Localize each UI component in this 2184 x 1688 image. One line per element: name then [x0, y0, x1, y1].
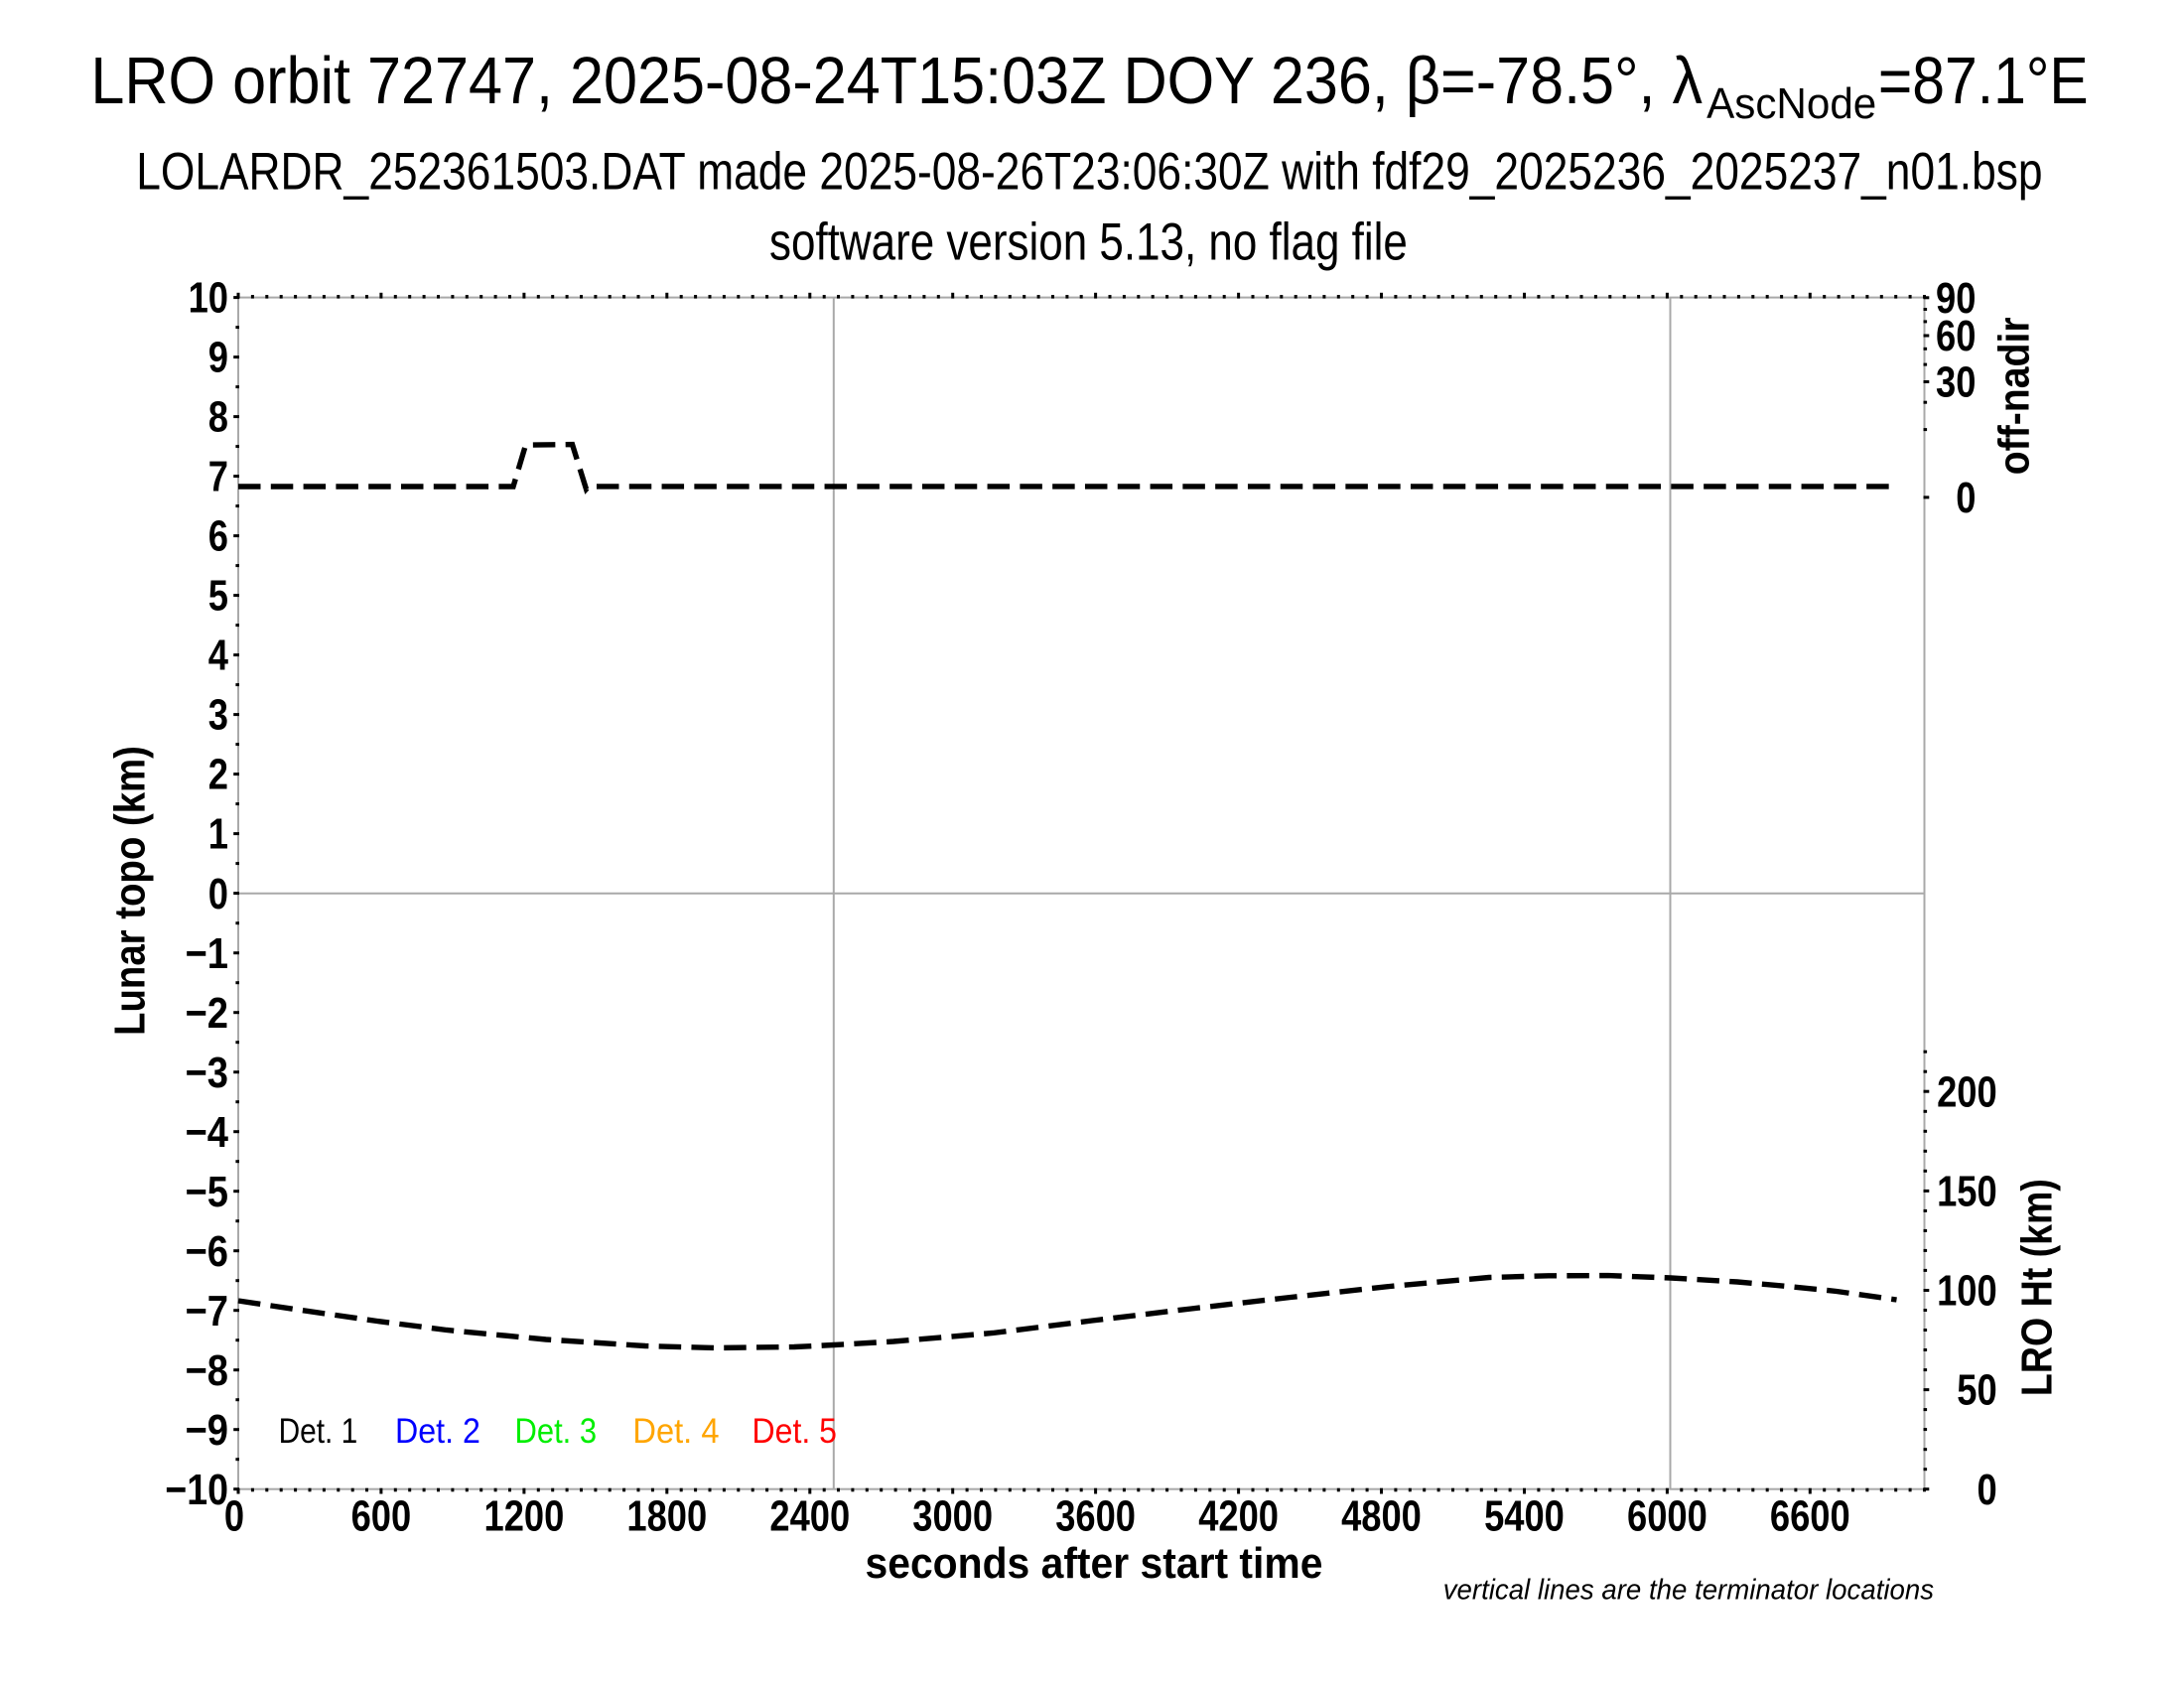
svg-text:4200: 4200 [1198, 1490, 1279, 1540]
svg-text:−4: −4 [186, 1107, 229, 1156]
svg-text:Lunar topo (km): Lunar topo (km) [105, 746, 154, 1036]
svg-text:1: 1 [208, 808, 228, 858]
svg-text:6: 6 [208, 510, 228, 560]
svg-text:Det. 4: Det. 4 [632, 1412, 719, 1451]
svg-text:seconds after start time: seconds after start time [866, 1539, 1323, 1588]
svg-text:Det. 1: Det. 1 [279, 1412, 358, 1451]
svg-text:−3: −3 [186, 1048, 228, 1096]
svg-text:200: 200 [1937, 1066, 1997, 1116]
svg-text:9: 9 [208, 332, 228, 381]
svg-text:4800: 4800 [1341, 1490, 1422, 1540]
svg-text:5400: 5400 [1484, 1490, 1565, 1540]
svg-text:=87.1°E: =87.1°E [1878, 45, 2089, 118]
svg-text:8: 8 [208, 391, 228, 441]
svg-text:2400: 2400 [769, 1490, 850, 1540]
svg-text:3600: 3600 [1055, 1490, 1136, 1540]
svg-text:0: 0 [208, 868, 228, 917]
svg-text:30: 30 [1936, 356, 1976, 406]
svg-text:60: 60 [1936, 311, 1976, 360]
svg-text:0: 0 [224, 1490, 244, 1540]
svg-text:7: 7 [208, 451, 228, 500]
svg-text:150: 150 [1937, 1166, 1997, 1215]
svg-text:6600: 6600 [1770, 1490, 1850, 1540]
svg-text:Det. 3: Det. 3 [515, 1412, 598, 1451]
svg-text:600: 600 [351, 1490, 412, 1540]
svg-text:Det. 2: Det. 2 [395, 1413, 480, 1452]
svg-text:−8: −8 [186, 1345, 228, 1394]
svg-text:10: 10 [189, 272, 228, 322]
svg-text:−1: −1 [186, 928, 228, 977]
svg-text:software version 5.13, no flag: software version 5.13, no flag file [769, 213, 1408, 272]
svg-text:4: 4 [208, 630, 229, 679]
svg-text:Det. 5: Det. 5 [752, 1413, 837, 1452]
svg-text:0: 0 [1978, 1464, 1997, 1513]
svg-text:−10: −10 [165, 1465, 228, 1513]
svg-text:−6: −6 [186, 1226, 228, 1275]
svg-text:50: 50 [1957, 1364, 1996, 1414]
svg-text:−2: −2 [186, 988, 228, 1037]
svg-text:0: 0 [1956, 473, 1976, 522]
svg-text:LOLARDR_252361503.DAT made 202: LOLARDR_252361503.DAT made 2025-08-26T23… [136, 143, 2042, 202]
svg-text:−7: −7 [186, 1286, 228, 1335]
svg-text:LRO Ht (km): LRO Ht (km) [2012, 1179, 2061, 1396]
svg-text:3000: 3000 [912, 1490, 993, 1540]
svg-text:6000: 6000 [1627, 1490, 1707, 1540]
svg-text:LRO orbit 72747, 2025-08-24T15: LRO orbit 72747, 2025-08-24T15:03Z DOY 2… [90, 43, 1703, 117]
svg-text:1800: 1800 [626, 1490, 707, 1540]
svg-text:100: 100 [1937, 1265, 1997, 1315]
svg-text:5: 5 [208, 570, 228, 620]
svg-text:2: 2 [208, 749, 228, 798]
svg-text:−9: −9 [186, 1405, 228, 1454]
svg-text:1200: 1200 [484, 1490, 565, 1540]
svg-text:3: 3 [208, 689, 228, 739]
svg-text:AscNode: AscNode [1706, 79, 1876, 128]
svg-text:off-nadir: off-nadir [1988, 317, 2038, 475]
svg-text:vertical lines are the termina: vertical lines are the terminator locati… [1443, 1574, 1934, 1607]
svg-text:−5: −5 [186, 1167, 228, 1215]
svg-text:90: 90 [1936, 273, 1976, 323]
